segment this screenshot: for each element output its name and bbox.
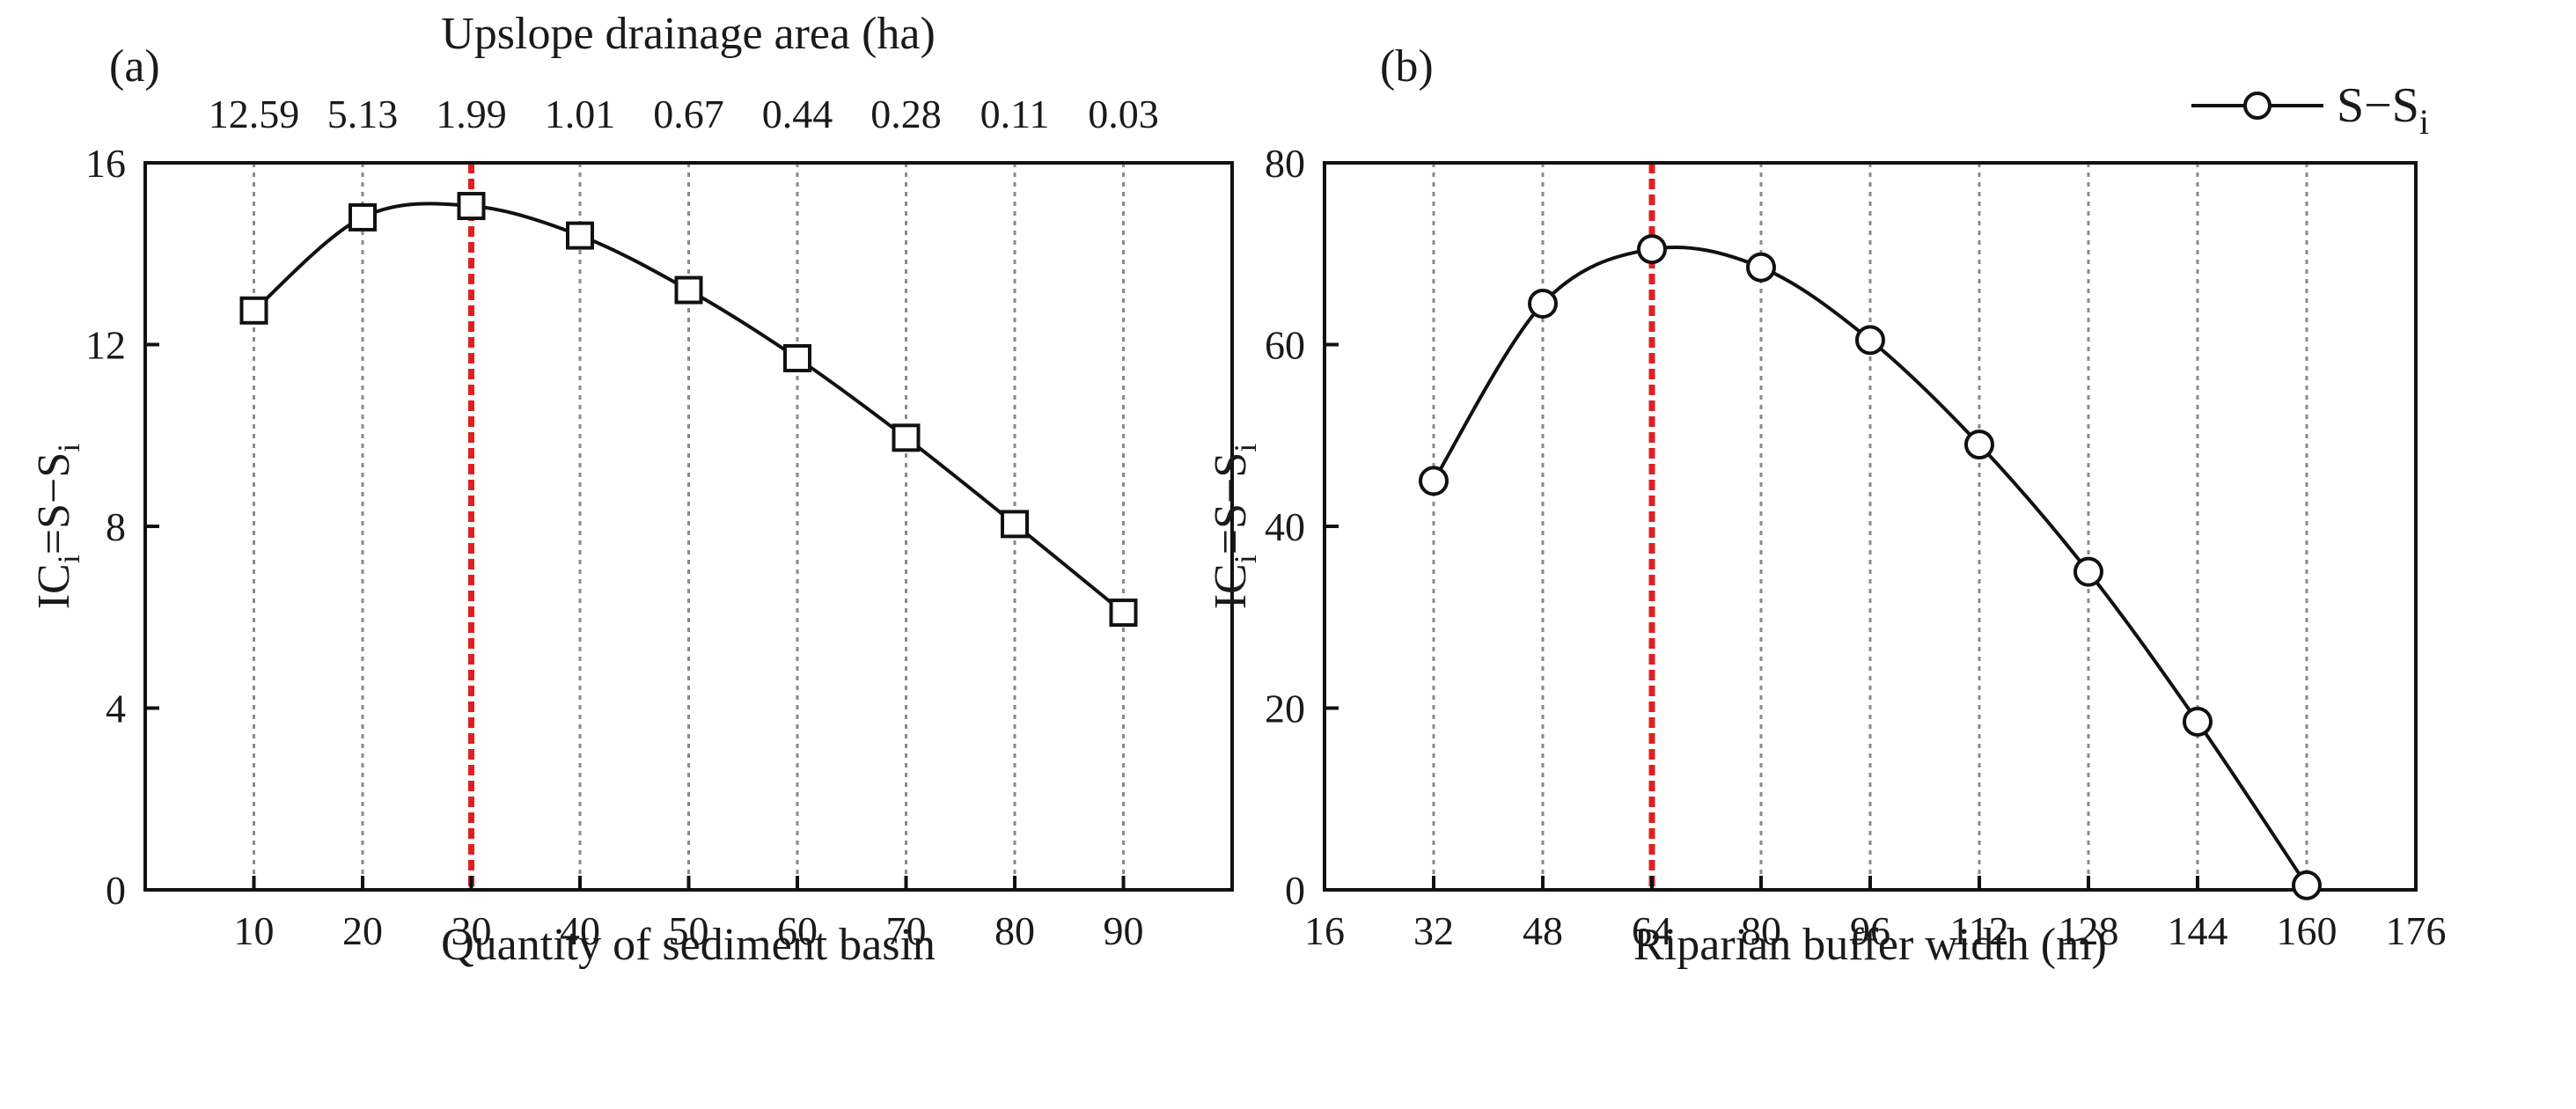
data-point (783, 343, 811, 372)
panel-a-markers (239, 192, 1138, 628)
x-tick-label: 176 (2386, 908, 2447, 953)
x-tick-label: 50 (669, 908, 709, 953)
y-tick-label: 16 (85, 141, 126, 186)
panel-a-top-axis-title: Upslope drainage area (ha) (441, 9, 936, 59)
data-point (1746, 252, 1776, 283)
data-point (892, 423, 921, 452)
panel-b-y-axis-title: ICi=S−Si (1206, 444, 1263, 610)
panel-a-y-axis-title: ICi=S−Si (29, 444, 86, 610)
panel-b-x-ticks: 16 32 48 64 80 96 112 128 144 160 176 (1304, 876, 2447, 953)
y-tick-label: 12 (85, 323, 126, 368)
x-tick-label: 70 (886, 908, 927, 953)
panel-a-gridlines (253, 163, 1125, 890)
panel-a: (a) Upslope drainage area (ha) 0 4 8 12 16 1… (29, 9, 1234, 970)
data-point (566, 221, 594, 250)
data-point (1001, 510, 1029, 539)
x-tick-label: 64 (1632, 908, 1672, 953)
data-point (1109, 599, 1138, 628)
x-tick-label: 160 (2277, 908, 2337, 953)
x-tick-label: 60 (777, 908, 818, 953)
x-tick-label: 16 (1304, 908, 1345, 953)
data-point (457, 192, 486, 221)
data-point (2183, 706, 2213, 737)
x-tick-label: 40 (560, 908, 600, 953)
x-tick-label: 90 (1104, 908, 1144, 953)
panel-b-y-ticks: 0 20 40 60 80 (1265, 141, 1339, 913)
top-tick-label: 0.67 (653, 92, 724, 136)
top-tick-label: 0.28 (870, 92, 942, 136)
top-tick-label: 5.13 (327, 92, 399, 136)
legend-label: S−Si (2337, 78, 2429, 142)
x-tick-label: 80 (1741, 908, 1781, 953)
top-tick-label: 1.99 (436, 92, 507, 136)
top-tick-label: 0.44 (762, 92, 833, 136)
x-tick-label: 10 (234, 908, 275, 953)
y-tick-label: 8 (106, 504, 126, 549)
data-point (2292, 870, 2322, 900)
panel-b-markers (1419, 234, 2322, 900)
x-tick-label: 48 (1523, 908, 1563, 953)
y-tick-label: 60 (1265, 323, 1305, 368)
x-tick-label: 128 (2059, 908, 2119, 953)
panel-a-x-axis-title: Quantity of sediment basin (441, 920, 936, 970)
data-point (1637, 234, 1667, 265)
top-tick-label: 1.01 (545, 92, 616, 136)
data-point (349, 202, 377, 231)
y-tick-label: 0 (106, 868, 126, 913)
data-point (239, 296, 268, 325)
top-tick-label: 12.59 (209, 92, 300, 136)
x-tick-label: 32 (1413, 908, 1454, 953)
top-tick-label: 0.03 (1088, 92, 1159, 136)
x-tick-label: 96 (1850, 908, 1890, 953)
x-tick-label: 20 (342, 908, 383, 953)
data-point (1528, 289, 1558, 319)
x-tick-label: 80 (994, 908, 1035, 953)
panel-b-label: (b) (1380, 41, 1434, 92)
x-tick-label: 112 (1949, 908, 2008, 953)
data-point (674, 275, 703, 305)
legend: S−Si (2191, 78, 2429, 142)
legend-marker (2243, 92, 2271, 120)
panel-a-label: (a) (109, 41, 160, 92)
data-point (1855, 325, 1885, 356)
panel-a-top-ticks: 12.59 5.13 1.99 1.01 0.67 0.44 0.28 0.11 0.03 (209, 92, 1159, 136)
x-tick-label: 144 (2168, 908, 2228, 953)
panel-a-y-ticks: 0 4 8 12 16 (85, 141, 159, 913)
panel-b-gridlines (1432, 163, 2308, 890)
x-tick-label: 30 (451, 908, 492, 953)
top-tick-label: 0.11 (980, 92, 1050, 136)
y-tick-label: 80 (1265, 141, 1305, 186)
y-tick-label: 40 (1265, 504, 1305, 549)
y-tick-label: 20 (1265, 687, 1305, 731)
y-tick-label: 0 (1285, 868, 1305, 913)
panel-b-x-axis-title: Riparian buffer width (m) (1633, 920, 2107, 970)
y-tick-label: 4 (106, 687, 126, 731)
data-point (1964, 430, 1994, 460)
panel-a-x-ticks: 10 20 30 40 50 60 70 80 90 (234, 876, 1144, 953)
panel-b: (b) 0 20 40 60 80 16 32 48 64 80 96 112 128 144 160 17… (1206, 41, 2447, 970)
data-point (1419, 466, 1449, 496)
data-point (2073, 556, 2103, 587)
